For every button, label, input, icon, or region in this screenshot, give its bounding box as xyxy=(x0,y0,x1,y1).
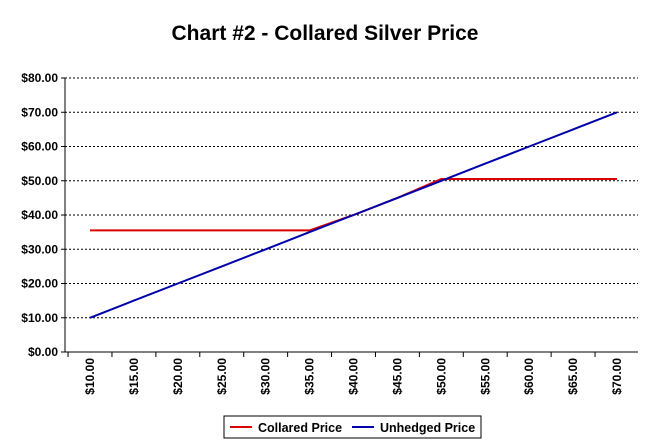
x-tick-label: $50.00 xyxy=(434,358,448,395)
x-tick-label: $65.00 xyxy=(566,358,580,395)
y-tick-label: $70.00 xyxy=(21,105,58,119)
y-tick-label: $60.00 xyxy=(21,140,58,154)
x-tick-label: $55.00 xyxy=(478,358,492,395)
x-tick-label: $30.00 xyxy=(259,358,273,395)
x-tick-label: $60.00 xyxy=(522,358,536,395)
legend: Collared Price Unhedged Price xyxy=(223,415,482,439)
y-tick-label: $50.00 xyxy=(21,174,58,188)
x-tick-label: $15.00 xyxy=(127,358,141,395)
series-lines xyxy=(89,111,618,319)
y-tick-label: $80.00 xyxy=(21,71,58,85)
chart-title: Chart #2 - Collared Silver Price xyxy=(172,22,479,45)
series-line-collared-price xyxy=(90,178,617,232)
gridlines xyxy=(65,77,638,319)
x-axis-tick-labels: $10.00 $15.00 $20.00 $25.00 $30.00 $35.00 $40.… xyxy=(83,358,624,395)
series-line-unhedged-price xyxy=(89,111,618,319)
y-tick-label: $20.00 xyxy=(21,277,58,291)
y-tick-label: $10.00 xyxy=(21,311,58,325)
legend-label-unhedged-price: Unhedged Price xyxy=(380,421,475,435)
x-tick-label: $35.00 xyxy=(303,358,317,395)
x-tick-label: $10.00 xyxy=(83,358,97,395)
y-tick-label: $40.00 xyxy=(21,208,58,222)
x-tick-label: $40.00 xyxy=(347,358,361,395)
y-axis-tick-labels: $0.00 $10.00 $20.00 $30.00 $40.00 $50.00 $60.0… xyxy=(21,71,58,359)
x-tick-label: $45.00 xyxy=(390,358,404,395)
y-tick-label: $0.00 xyxy=(28,345,58,359)
legend-label-collared-price: Collared Price xyxy=(258,421,342,435)
x-tick-label: $20.00 xyxy=(171,358,185,395)
y-tick-label: $30.00 xyxy=(21,242,58,256)
x-tick-label: $25.00 xyxy=(215,358,229,395)
x-tick-label: $70.00 xyxy=(610,358,624,395)
axes xyxy=(61,77,638,357)
